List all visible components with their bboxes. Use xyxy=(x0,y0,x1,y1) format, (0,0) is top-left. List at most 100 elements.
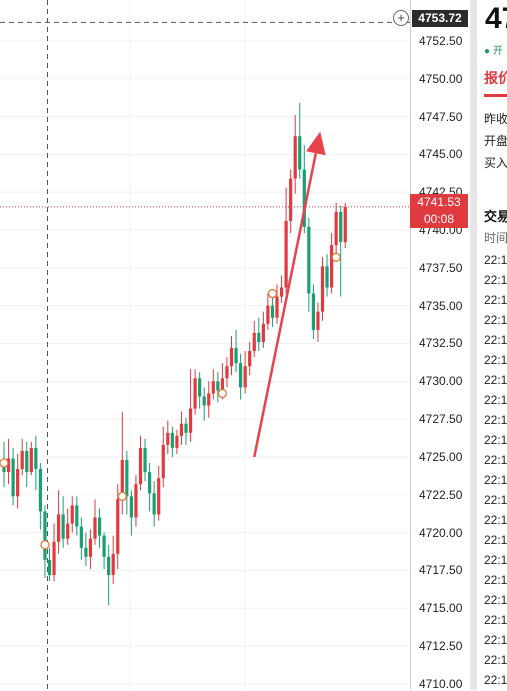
candle-body xyxy=(202,396,206,406)
candle-body xyxy=(252,332,256,352)
candle-body xyxy=(116,499,120,554)
candle-body xyxy=(330,245,334,288)
candle-body xyxy=(111,553,115,575)
y-tick-label: 4732.50 xyxy=(419,336,463,351)
trade-time: 22:1 xyxy=(484,413,507,427)
candle-body xyxy=(66,523,70,539)
current-price-value: 4741.53 xyxy=(417,195,461,209)
trade-marker xyxy=(40,540,50,550)
panel-scrollbar[interactable] xyxy=(470,0,477,690)
trade-time: 22:1 xyxy=(484,313,507,327)
trade-time: 22:1 xyxy=(484,433,507,447)
candle-body xyxy=(289,178,293,221)
trades-title: 交易 xyxy=(484,209,507,224)
crosshair-price-label: 4753.72 xyxy=(412,10,468,27)
candle-body xyxy=(120,460,124,500)
trade-time: 22:1 xyxy=(484,293,507,307)
trade-time: 22:1 xyxy=(484,673,507,687)
bar-countdown: 00:08 xyxy=(423,212,455,226)
candle-body xyxy=(284,220,288,288)
candle-body xyxy=(307,226,311,294)
candle-body xyxy=(129,496,133,518)
y-tick-label: 4735.00 xyxy=(419,298,463,313)
candle-body xyxy=(216,381,220,391)
candle-body xyxy=(234,348,238,364)
prev-close-label: 昨收 xyxy=(484,112,507,126)
market-status: ● 开 xyxy=(484,46,503,57)
candle-body xyxy=(179,423,184,436)
y-tick-label: 4710.00 xyxy=(419,676,463,691)
candle-body xyxy=(198,378,202,397)
trades-time-header: 时间 xyxy=(484,231,507,245)
y-tick-label: 4752.50 xyxy=(419,33,463,48)
candle-body xyxy=(166,432,170,445)
trade-marker xyxy=(267,288,278,299)
candle-body xyxy=(220,378,224,391)
trade-time: 22:1 xyxy=(484,333,507,347)
candle-body xyxy=(207,393,211,406)
candle-body xyxy=(152,493,156,515)
candle-body xyxy=(157,478,161,515)
candle-body xyxy=(225,366,229,379)
candle-body xyxy=(170,432,174,448)
candlestick-chart[interactable] xyxy=(0,0,410,690)
y-tick-label: 4712.50 xyxy=(419,639,463,654)
candle-body xyxy=(229,348,234,367)
candle-body xyxy=(339,211,343,243)
candle-body xyxy=(302,169,306,227)
open-label: 开盘 xyxy=(484,134,507,148)
candle-body xyxy=(279,287,284,297)
trade-time: 22:1 xyxy=(484,453,507,467)
trade-time: 22:1 xyxy=(484,273,507,287)
y-tick-label: 4747.50 xyxy=(419,109,463,124)
candle-body xyxy=(11,458,15,497)
candle-body xyxy=(134,484,138,518)
candle-body xyxy=(138,447,143,485)
tab-quote[interactable]: 报价 xyxy=(484,70,507,86)
candle-body xyxy=(275,296,279,318)
candle-body xyxy=(211,381,215,394)
candle-body xyxy=(148,472,152,494)
candle-body xyxy=(261,323,265,342)
candle-body xyxy=(75,505,79,527)
candle-body xyxy=(343,206,347,243)
candle-body xyxy=(125,460,129,497)
add-alert-button[interactable]: + xyxy=(393,10,409,26)
trade-time: 22:1 xyxy=(484,553,507,567)
candle-body xyxy=(193,378,197,409)
candle-body xyxy=(325,266,329,288)
trend-arrow-shaft xyxy=(253,152,318,458)
candle-body xyxy=(102,535,106,557)
candle-body xyxy=(188,408,193,433)
tab-quote-underline xyxy=(484,94,507,97)
trade-time: 22:1 xyxy=(484,353,507,367)
y-tick-label: 4737.50 xyxy=(419,260,463,275)
candle-body xyxy=(25,450,29,473)
candle-body xyxy=(97,517,102,536)
candle-body xyxy=(43,511,47,560)
trade-time: 22:1 xyxy=(484,473,507,487)
candle-body xyxy=(311,293,315,330)
panel-price: 47 xyxy=(485,2,507,35)
candle-body xyxy=(293,136,297,179)
y-tick-label: 4717.50 xyxy=(419,563,463,578)
trade-time: 22:1 xyxy=(484,573,507,587)
trend-arrow-head xyxy=(306,131,326,156)
candle-body xyxy=(34,447,38,470)
y-tick-label: 4727.50 xyxy=(419,412,463,427)
quote-side-panel: 47 ● 开 报价 昨收 开盘 买入 交易 时间 22:1 22:1 22:1 22:… xyxy=(477,0,507,690)
price-axis[interactable]: 4752.50 4750.00 4747.50 4745.00 4742.50 4740.… xyxy=(410,0,471,691)
candle-body xyxy=(79,526,83,548)
candle-body xyxy=(84,547,88,557)
trade-marker xyxy=(117,491,127,501)
candle-body xyxy=(143,447,147,473)
candle-body xyxy=(257,332,261,342)
candle-body xyxy=(161,444,165,479)
candle-body xyxy=(88,538,93,557)
candle-body xyxy=(248,351,252,367)
candle-body xyxy=(334,211,338,246)
trade-marker xyxy=(0,458,9,468)
candle-body xyxy=(316,311,320,330)
candle-body xyxy=(298,136,302,170)
candle-body xyxy=(175,435,179,448)
